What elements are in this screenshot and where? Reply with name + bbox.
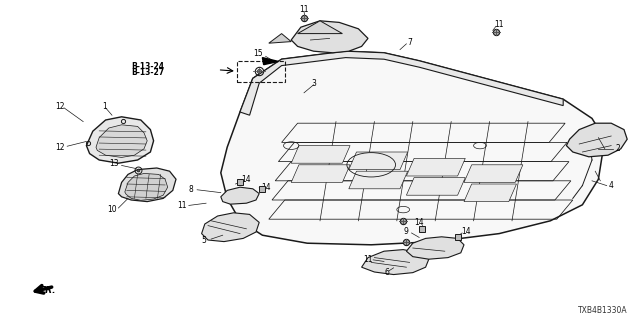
Text: 14: 14 bbox=[461, 228, 471, 236]
Polygon shape bbox=[262, 58, 278, 65]
Polygon shape bbox=[406, 178, 465, 195]
Polygon shape bbox=[298, 21, 342, 34]
Polygon shape bbox=[269, 34, 291, 43]
Polygon shape bbox=[86, 117, 154, 163]
Polygon shape bbox=[566, 123, 627, 157]
Text: 14: 14 bbox=[241, 175, 252, 184]
Polygon shape bbox=[464, 165, 523, 182]
Text: B-13-24: B-13-24 bbox=[131, 62, 164, 71]
Text: 4: 4 bbox=[609, 181, 614, 190]
Bar bbox=[237, 61, 285, 82]
Text: TXB4B1330A: TXB4B1330A bbox=[577, 306, 627, 315]
Polygon shape bbox=[406, 237, 464, 259]
Text: 6: 6 bbox=[385, 268, 390, 277]
Polygon shape bbox=[221, 51, 605, 245]
Polygon shape bbox=[221, 187, 259, 204]
Text: 9: 9 bbox=[404, 228, 409, 236]
Text: 11: 11 bbox=[495, 20, 504, 28]
Text: 5: 5 bbox=[201, 236, 206, 245]
Polygon shape bbox=[118, 168, 176, 202]
Text: 1: 1 bbox=[102, 102, 107, 111]
Polygon shape bbox=[464, 184, 516, 202]
Polygon shape bbox=[96, 125, 147, 157]
Polygon shape bbox=[362, 250, 429, 275]
Text: 7: 7 bbox=[407, 38, 412, 47]
Text: 8: 8 bbox=[188, 185, 193, 194]
Text: 2: 2 bbox=[615, 144, 620, 153]
Text: B-13-27: B-13-27 bbox=[131, 68, 164, 77]
Polygon shape bbox=[202, 213, 259, 242]
Polygon shape bbox=[291, 21, 368, 53]
Polygon shape bbox=[349, 152, 408, 170]
Polygon shape bbox=[349, 171, 408, 189]
Text: 14: 14 bbox=[260, 183, 271, 192]
Polygon shape bbox=[291, 146, 350, 163]
Text: 13: 13 bbox=[109, 159, 119, 168]
Text: 12: 12 bbox=[55, 102, 64, 111]
Text: 10: 10 bbox=[107, 205, 117, 214]
Text: 11: 11 bbox=[178, 201, 187, 210]
Text: 11: 11 bbox=[300, 5, 308, 14]
Text: 11: 11 bbox=[364, 255, 372, 264]
Polygon shape bbox=[291, 165, 350, 182]
Polygon shape bbox=[125, 173, 168, 200]
Polygon shape bbox=[406, 158, 465, 176]
Polygon shape bbox=[240, 51, 563, 115]
Text: 14: 14 bbox=[414, 218, 424, 227]
Text: 3: 3 bbox=[311, 79, 316, 88]
Text: 15: 15 bbox=[253, 49, 263, 58]
Text: FR.: FR. bbox=[40, 286, 56, 295]
Text: 12: 12 bbox=[55, 143, 64, 152]
